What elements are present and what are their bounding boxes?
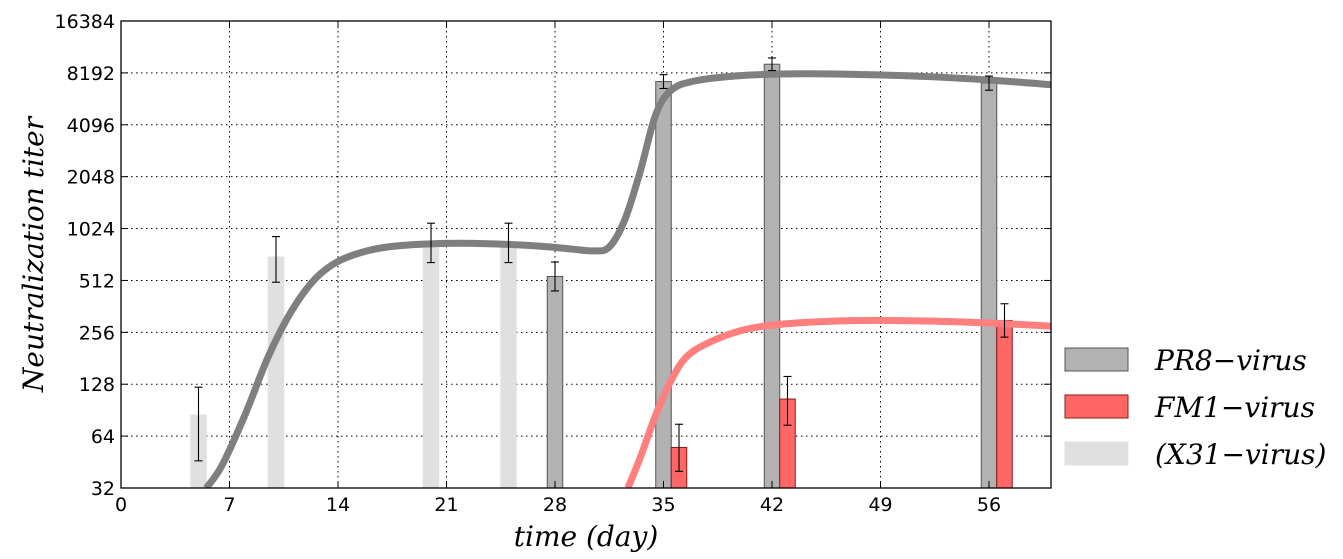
legend-label: FM1−virus xyxy=(1154,391,1315,424)
x-tick-label-21: 21 xyxy=(434,494,458,516)
error-bar-PR8−virus-day-42 xyxy=(768,57,776,72)
bar-PR8−virus-day-42 xyxy=(763,63,781,489)
y-tick-label-2048: 2048 xyxy=(67,167,115,189)
x-tick-label-7: 7 xyxy=(223,494,235,516)
x-tick-label-35: 35 xyxy=(651,494,675,516)
error-bar-PR8−virus-day-35 xyxy=(659,74,668,90)
y-tick-label-256: 256 xyxy=(79,322,115,344)
error-bar-(X31−virus)-day-10 xyxy=(272,236,280,283)
error-bar-FM1−virus-day-43 xyxy=(783,375,792,426)
y-tick-label-64: 64 xyxy=(91,426,115,448)
y-tick-label-128: 128 xyxy=(79,374,115,396)
error-bars xyxy=(194,57,1009,472)
y-tick-labels: 32 64 128 256 512 1024 2048 4096 8192 16384 xyxy=(55,11,115,500)
ticks xyxy=(120,20,1051,489)
error-bar-FM1−virus-day-57 xyxy=(1000,303,1009,338)
legend-item-PR8−virus: PR8−virus xyxy=(1064,344,1307,377)
y-axis-title: Neutralization titer xyxy=(17,115,50,393)
legend-item-FM1−virus: FM1−virus xyxy=(1064,391,1315,424)
legend: PR8−virus FM1−virus (X31−virus) xyxy=(1064,344,1326,471)
x-axis-title: time (day) xyxy=(514,520,659,553)
error-bar-(X31−virus)-day-5 xyxy=(194,386,203,462)
bar-(X31−virus)-day-20 xyxy=(422,241,440,489)
x-tick-label-42: 42 xyxy=(760,494,784,516)
bar-PR8−virus-day-28 xyxy=(546,275,564,489)
legend-item-(X31−virus): (X31−virus) xyxy=(1064,438,1326,471)
curve-PR8−virus xyxy=(203,70,1051,488)
legend-swatch xyxy=(1064,441,1129,466)
curve-FM1−virus xyxy=(624,316,1051,488)
x-tick-labels: 0 7 14 21 28 35 42 49 56 xyxy=(115,494,1001,516)
bar-PR8−virus-day-35 xyxy=(655,81,672,489)
legend-label: (X31−virus) xyxy=(1155,438,1326,471)
y-tick-label-32: 32 xyxy=(91,478,115,500)
bar-FM1−virus-day-57 xyxy=(996,319,1013,489)
plot-frame xyxy=(120,20,1052,489)
curves xyxy=(203,70,1051,488)
legend-swatch xyxy=(1064,394,1129,419)
error-bar-(X31−virus)-day-20 xyxy=(427,222,435,264)
x-tick-label-28: 28 xyxy=(543,494,567,516)
x-tick-label-56: 56 xyxy=(977,494,1001,516)
y-tick-label-1024: 1024 xyxy=(67,219,115,241)
legend-label: PR8−virus xyxy=(1154,344,1307,377)
error-bar-FM1−virus-day-36 xyxy=(675,423,683,472)
x-tick-label-14: 14 xyxy=(326,494,350,516)
y-tick-label-512: 512 xyxy=(79,270,115,292)
y-tick-label-16384: 16384 xyxy=(55,11,115,33)
error-bar-PR8−virus-day-28 xyxy=(551,261,559,292)
x-tick-label-0: 0 xyxy=(115,494,127,516)
y-tick-label-4096: 4096 xyxy=(67,115,115,137)
bar-(X31−virus)-day-25 xyxy=(500,241,517,489)
error-bar-PR8−virus-day-56 xyxy=(985,75,993,91)
bar-(X31−virus)-day-10 xyxy=(267,256,285,489)
error-bar-(X31−virus)-day-25 xyxy=(504,222,513,264)
bar-PR8−virus-day-56 xyxy=(980,82,998,489)
legend-swatch xyxy=(1064,347,1129,372)
y-tick-label-8192: 8192 xyxy=(67,63,115,85)
x-tick-label-49: 49 xyxy=(868,494,892,516)
